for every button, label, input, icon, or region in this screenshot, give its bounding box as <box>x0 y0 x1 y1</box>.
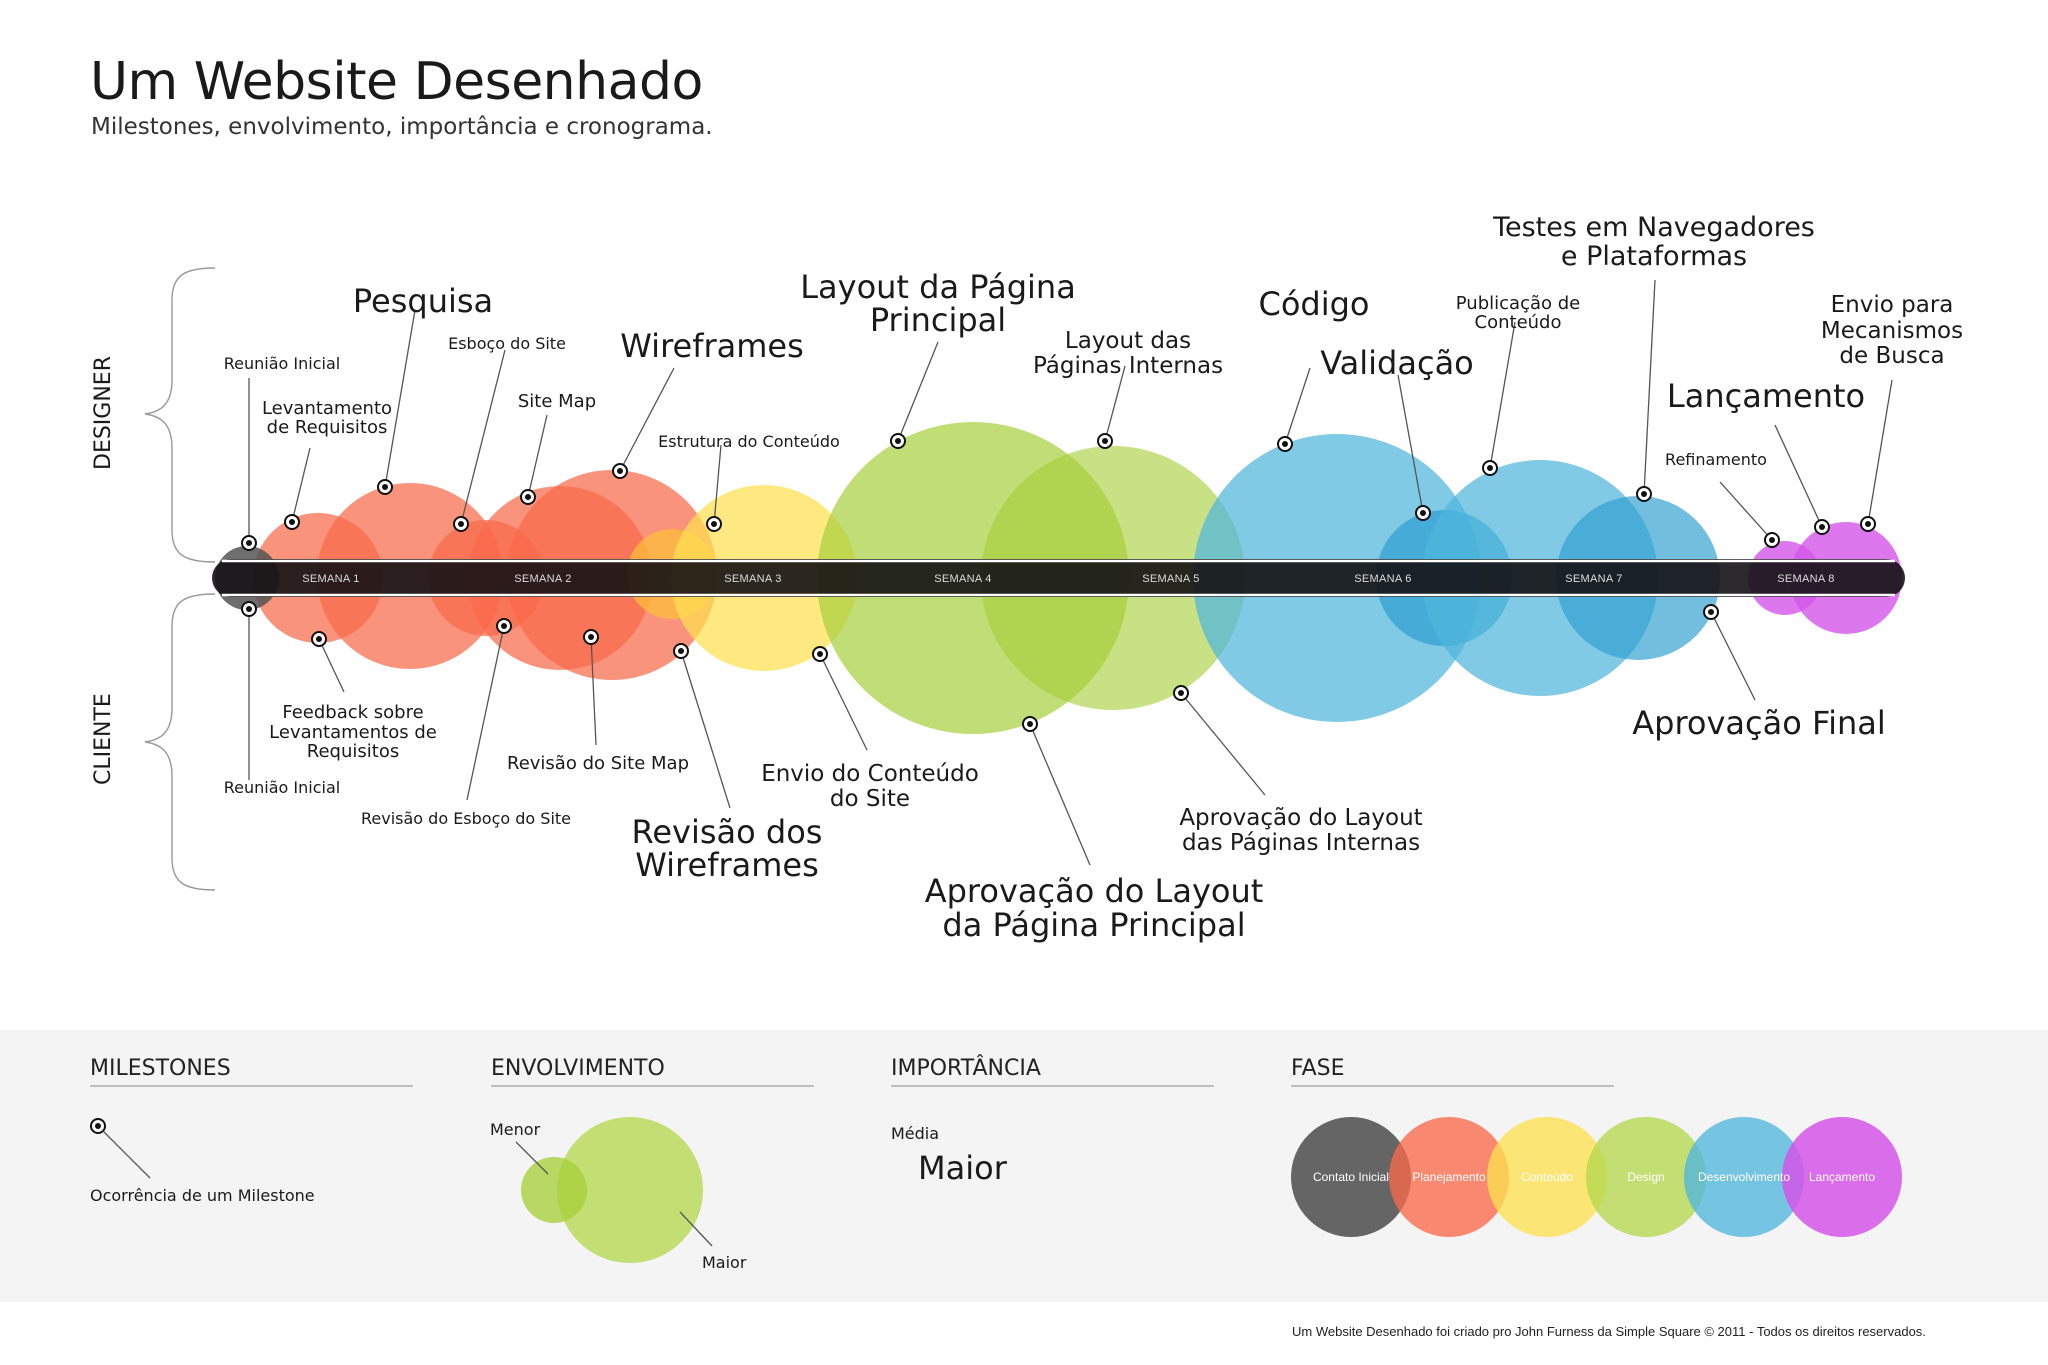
milestone-dot-core <box>678 648 684 654</box>
milestone-dot-core <box>588 634 594 640</box>
milestone-dot-core <box>458 521 464 527</box>
milestone-dot-core <box>817 651 823 657</box>
label-codigo: Código <box>1258 285 1369 323</box>
leader-lines <box>248 279 1893 866</box>
legend-fase-heading: FASE <box>1291 1056 1345 1081</box>
label-revisao-site-map: Revisão do Site Map <box>507 753 689 774</box>
week-label: SEMANA 8 <box>1777 573 1834 585</box>
legend: MILESTONES Ocorrência de um Milestone EN… <box>90 1055 1902 1272</box>
label-esboco-site: Esboço do Site <box>448 334 566 353</box>
milestone-dot-core <box>316 636 322 642</box>
week-label: SEMANA 6 <box>1354 573 1411 585</box>
label-revisao-wireframes: Revisão dos Wireframes <box>632 813 823 884</box>
legend-importancia-maior: Maior <box>918 1149 1008 1187</box>
label-layout-paginas-internas: Layout das Páginas Internas <box>1033 328 1223 379</box>
week-label: SEMANA 7 <box>1565 573 1622 585</box>
legend-phase-conteudo <box>1487 1117 1607 1237</box>
label-envio-mecanismos: Envio para Mecanismos de Busca <box>1821 292 1963 369</box>
legend-phase-label: Conteúdo <box>1521 1170 1573 1184</box>
page-title: Um Website Desenhado <box>90 52 703 112</box>
label-feedback-requisitos: Feedback sobre Levantamentos de Requisitos <box>269 702 437 762</box>
page-subtitle: Milestones, envolvimento, importância e … <box>91 114 713 140</box>
label-testes-navegadores: Testes em Navegadores e Plataformas <box>1492 212 1815 272</box>
label-validacao: Validação <box>1320 344 1474 382</box>
milestone-dot-core <box>246 606 252 612</box>
legend-envolvimento-menor: Menor <box>490 1120 541 1139</box>
milestone-dot-core <box>1819 524 1825 530</box>
milestone-dot-core <box>525 494 531 500</box>
legend-envolvimento-maior: Maior <box>702 1253 747 1272</box>
legend-phase-label: Lançamento <box>1809 1170 1875 1184</box>
label-envio-conteudo: Envio do Conteúdo do Site <box>761 761 979 812</box>
label-levantamento-requisitos: Levantamento de Requisitos <box>262 398 392 438</box>
week-label: SEMANA 4 <box>934 573 991 585</box>
label-estrutura-conteudo: Estrutura do Conteúdo <box>658 432 840 451</box>
week-label: SEMANA 2 <box>514 573 571 585</box>
milestone-dot-core <box>1027 721 1033 727</box>
week-label: SEMANA 5 <box>1142 573 1199 585</box>
cliente-side-label: CLIENTE <box>91 693 116 785</box>
label-aprovacao-layout-internas: Aprovação do Layout das Páginas Internas <box>1179 805 1422 856</box>
milestone-dot-core <box>1178 690 1184 696</box>
milestone-dot-core <box>1487 465 1493 471</box>
milestone-dot-core <box>1641 491 1647 497</box>
legend-importancia-heading: IMPORTÂNCIA <box>891 1055 1041 1081</box>
cliente-brace <box>144 593 216 891</box>
milestone-dot-core <box>895 438 901 444</box>
legend-phase-label: Contato Inicial <box>1313 1170 1389 1184</box>
milestone-dot-core <box>1769 537 1775 543</box>
label-aprovacao-layout-principal: Aprovação do Layout da Página Principal <box>925 872 1264 944</box>
designer-side-label: DESIGNER <box>91 356 116 470</box>
milestone-dot-core <box>711 521 717 527</box>
milestone-dot-core <box>289 519 295 525</box>
label-publicacao-conteudo: Publicação de Conteúdo <box>1456 293 1580 333</box>
milestone-dot-core <box>382 484 388 490</box>
legend-phase-label: Desenvolvimento <box>1698 1170 1790 1184</box>
week-label: SEMANA 1 <box>302 573 359 585</box>
label-reuniao-inicial-designer: Reunião Inicial <box>224 354 340 373</box>
milestone-dot-core <box>501 623 507 629</box>
week-label: SEMANA 3 <box>724 573 781 585</box>
label-refinamento: Refinamento <box>1665 450 1767 469</box>
legend-phase-label: Design <box>1627 1170 1664 1184</box>
label-reuniao-inicial-cliente: Reunião Inicial <box>224 778 340 797</box>
designer-milestone-labels: Reunião Inicial Levantamento de Requisito… <box>224 212 1963 469</box>
legend-phase-lancamento <box>1782 1117 1902 1237</box>
legend-phase-label: Planejamento <box>1412 1170 1486 1184</box>
label-wireframes: Wireframes <box>620 327 804 365</box>
milestone-dot-core <box>1708 609 1714 615</box>
label-lancamento: Lançamento <box>1667 377 1865 415</box>
legend-milestones-heading: MILESTONES <box>90 1056 231 1081</box>
legend-envolvimento-maior-circle <box>557 1117 703 1263</box>
legend-importancia-media: Média <box>891 1124 939 1143</box>
milestone-dot-core <box>1102 438 1108 444</box>
cliente-milestone-labels: Reunião Inicial Feedback sobre Levantamen… <box>224 702 1886 944</box>
milestone-dot-core <box>617 468 623 474</box>
legend-phase-desenvolvimento <box>1684 1117 1804 1237</box>
legend-phase-design <box>1586 1117 1706 1237</box>
legend-phase-planejamento <box>1389 1117 1509 1237</box>
milestone-dot-core <box>1865 521 1871 527</box>
timeline-bar <box>212 559 1905 597</box>
week-labels: SEMANA 1 SEMANA 2 SEMANA 3 SEMANA 4 SEMANA 5… <box>302 573 1834 585</box>
footer-credit: Um Website Desenhado foi criado pro John… <box>1292 1324 1926 1339</box>
legend-milestone-label: Ocorrência de um Milestone <box>90 1186 315 1205</box>
milestone-dots <box>241 433 1876 732</box>
designer-brace <box>144 267 216 563</box>
legend-phase-contato-inicial <box>1291 1117 1411 1237</box>
milestone-dot-core <box>1420 510 1426 516</box>
legend-envolvimento-heading: ENVOLVIMENTO <box>491 1056 665 1081</box>
legend-envolvimento-menor-circle <box>521 1157 587 1223</box>
label-pesquisa: Pesquisa <box>353 282 493 320</box>
milestone-dot-core <box>1282 441 1288 447</box>
label-layout-pagina-principal: Layout da Página Principal <box>800 268 1076 339</box>
label-revisao-esboco: Revisão do Esboço do Site <box>361 809 571 828</box>
label-site-map: Site Map <box>518 391 596 412</box>
label-aprovacao-final: Aprovação Final <box>1632 704 1885 742</box>
milestone-dot-core <box>246 540 252 546</box>
